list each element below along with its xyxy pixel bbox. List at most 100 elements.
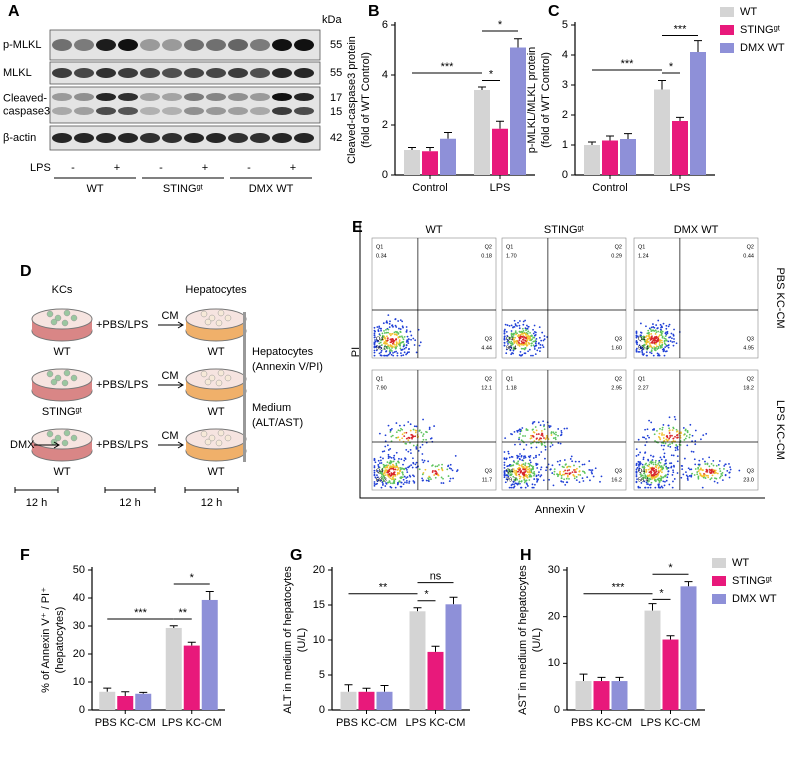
quadrant-value: 1.24 <box>638 253 649 259</box>
event-dot <box>378 432 381 435</box>
event-dot <box>375 345 378 348</box>
event-dot <box>654 465 657 468</box>
flow-plot <box>501 369 627 491</box>
event-dot <box>511 433 513 436</box>
event-dot <box>383 477 386 479</box>
event-dot <box>520 354 523 357</box>
event-dot <box>657 327 659 329</box>
bar <box>440 138 456 175</box>
event-dot <box>393 471 396 474</box>
event-dot <box>417 449 420 452</box>
event-dot <box>509 345 512 348</box>
event-dot <box>437 464 440 466</box>
event-dot <box>657 319 660 322</box>
event-dot <box>667 466 670 469</box>
event-dot <box>518 343 521 346</box>
event-dot <box>427 477 430 480</box>
blot-band <box>96 39 116 51</box>
event-dot <box>428 478 430 481</box>
event-dot <box>709 478 712 481</box>
event-dot <box>395 341 398 344</box>
event-dot <box>655 331 658 334</box>
quadrant-name: Q2 <box>747 376 754 382</box>
event-dot <box>650 481 653 484</box>
event-dot <box>637 335 639 338</box>
event-dot <box>658 334 661 337</box>
event-dot <box>503 472 506 475</box>
event-dot <box>421 479 424 482</box>
blot-band <box>140 107 160 115</box>
event-dot <box>517 334 520 336</box>
event-dot <box>378 327 381 329</box>
event-dot <box>525 443 528 446</box>
event-dot <box>507 342 509 345</box>
event-dot <box>401 336 404 339</box>
event-dot <box>648 345 651 348</box>
event-dot <box>510 353 513 356</box>
event-dot <box>541 331 544 334</box>
event-dot <box>514 330 517 333</box>
quadrant-name: Q3 <box>615 468 622 474</box>
event-dot <box>414 435 417 438</box>
event-dot <box>549 468 552 471</box>
event-dot <box>525 429 528 431</box>
cell <box>61 319 69 327</box>
event-dot <box>644 451 647 454</box>
cell <box>61 439 69 447</box>
event-dot <box>542 479 545 482</box>
event-dot <box>661 486 664 489</box>
event-dot <box>381 473 384 476</box>
event-dot <box>408 465 411 468</box>
event-dot <box>691 434 694 437</box>
event-dot <box>562 473 564 476</box>
bar <box>376 691 393 710</box>
event-dot <box>551 464 554 467</box>
plot-frame <box>501 369 627 491</box>
event-dot <box>381 450 384 453</box>
event-dot <box>389 474 392 477</box>
event-dot <box>660 433 663 436</box>
event-dot <box>381 467 384 470</box>
event-dot <box>641 346 643 349</box>
event-dot <box>505 478 508 481</box>
event-dot <box>531 342 533 345</box>
cell <box>50 378 58 386</box>
event-dot <box>635 349 638 351</box>
cell <box>63 309 71 317</box>
event-dot <box>537 478 540 481</box>
event-dot <box>647 459 650 462</box>
blot-band <box>272 93 292 101</box>
event-dot <box>520 347 523 350</box>
significance-label: * <box>190 572 195 584</box>
event-dot <box>635 336 638 339</box>
quadrant-name: Q4 <box>506 336 513 342</box>
event-dot <box>671 434 673 437</box>
event-dot <box>696 473 699 476</box>
event-dot <box>524 462 527 465</box>
blot-band <box>250 133 270 143</box>
event-dot <box>671 486 674 489</box>
event-dot <box>380 459 382 462</box>
event-dot <box>411 466 414 469</box>
event-dot <box>532 332 535 335</box>
event-dot <box>388 322 391 325</box>
event-dot <box>532 328 534 331</box>
event-dot <box>670 332 673 335</box>
significance-label: * <box>669 61 674 73</box>
event-dot <box>522 466 525 469</box>
event-dot <box>510 486 513 489</box>
event-dot <box>654 463 657 466</box>
event-dot <box>530 354 532 357</box>
event-dot <box>387 455 390 458</box>
event-dot <box>392 464 395 467</box>
event-dot <box>673 340 675 343</box>
error-bar <box>362 687 371 692</box>
event-dot <box>519 458 521 461</box>
event-dot <box>389 465 392 468</box>
blot-band <box>294 93 314 101</box>
error-bar <box>658 80 666 90</box>
event-dot <box>643 436 646 439</box>
event-dot <box>533 324 536 327</box>
significance-label: *** <box>674 23 688 35</box>
bar <box>575 681 592 710</box>
